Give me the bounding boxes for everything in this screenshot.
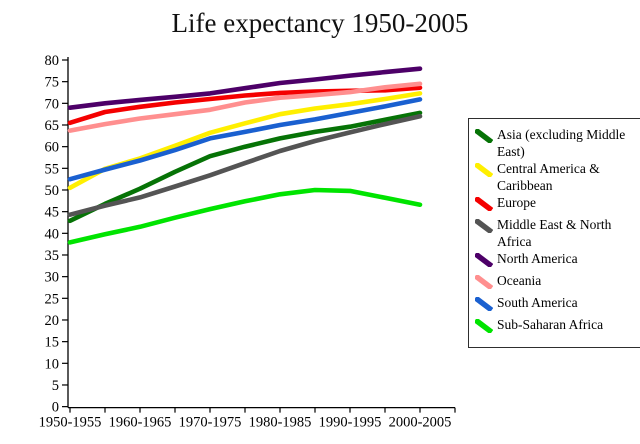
series-line-oceania	[67, 81, 423, 133]
x-tick-label: 1980-1985	[249, 415, 312, 431]
series-line-asia-excluding-middle-east	[67, 110, 423, 224]
y-tick-label: 55	[45, 161, 60, 177]
y-tick-label: 40	[45, 226, 60, 242]
x-tick-label: 1950-1955	[39, 415, 102, 431]
legend-item: Sub-Saharan Africa	[473, 317, 637, 338]
legend-line-swatch-icon	[473, 317, 497, 338]
y-tick-label: 10	[45, 356, 60, 372]
legend-item-label: South America	[497, 295, 578, 310]
y-tick-label: 0	[52, 400, 59, 416]
y-tick-label: 80	[45, 53, 60, 69]
legend-line-swatch-icon	[473, 217, 497, 238]
y-tick-label: 5	[52, 378, 59, 394]
legend-line-swatch-icon	[473, 295, 497, 316]
chart-title: Life expectancy 1950-2005	[171, 8, 469, 38]
y-tick-label: 60	[45, 140, 60, 156]
legend-item-label: North America	[497, 251, 578, 266]
y-tick-label: 30	[45, 270, 60, 286]
x-tick-label: 1990-1995	[319, 415, 382, 431]
legend-item-label: Sub-Saharan Africa	[497, 317, 604, 332]
series-line-sub-saharan-africa	[67, 187, 423, 245]
legend-line-swatch-icon	[473, 251, 497, 272]
series-line-europe	[67, 85, 423, 126]
legend-item: Central America & Caribbean	[473, 161, 637, 194]
legend-item: Europe	[473, 195, 637, 216]
series-line-middle-east-north-africa	[67, 114, 423, 217]
x-tick-label: 1960-1965	[109, 415, 172, 431]
legend-item: South America	[473, 295, 637, 316]
legend-item-label: Asia (excluding Middle East)	[497, 127, 626, 159]
legend-line-swatch-icon	[473, 161, 497, 182]
y-tick-label: 20	[45, 313, 60, 329]
legend-line-swatch-icon	[473, 127, 497, 148]
y-tick-label: 45	[45, 205, 60, 221]
legend-item-label: Europe	[497, 195, 536, 210]
legend-item: Oceania	[473, 273, 637, 294]
legend-item-label: Middle East & North Africa	[497, 217, 612, 249]
series-line-north-america	[67, 66, 423, 110]
y-tick-label: 15	[45, 335, 60, 351]
legend-item: Middle East & North Africa	[473, 217, 637, 250]
legend-item-label: Oceania	[497, 273, 542, 288]
legend-item: North America	[473, 251, 637, 272]
y-tick-label: 75	[45, 75, 60, 91]
y-tick-label: 70	[45, 96, 60, 112]
y-tick-label: 50	[45, 183, 60, 199]
legend-line-swatch-icon	[473, 273, 497, 294]
legend-item-label: Central America & Caribbean	[497, 161, 600, 193]
legend-box: Asia (excluding Middle East) Central Amer…	[468, 118, 640, 348]
y-tick-label: 35	[45, 248, 60, 264]
y-tick-label: 65	[45, 118, 60, 134]
y-tick-label: 25	[45, 291, 60, 307]
legend-item: Asia (excluding Middle East)	[473, 127, 637, 160]
x-tick-label: 1970-1975	[179, 415, 242, 431]
x-tick-label: 2000-2005	[389, 415, 452, 431]
legend-line-swatch-icon	[473, 195, 497, 216]
series-line-south-america	[67, 97, 423, 182]
